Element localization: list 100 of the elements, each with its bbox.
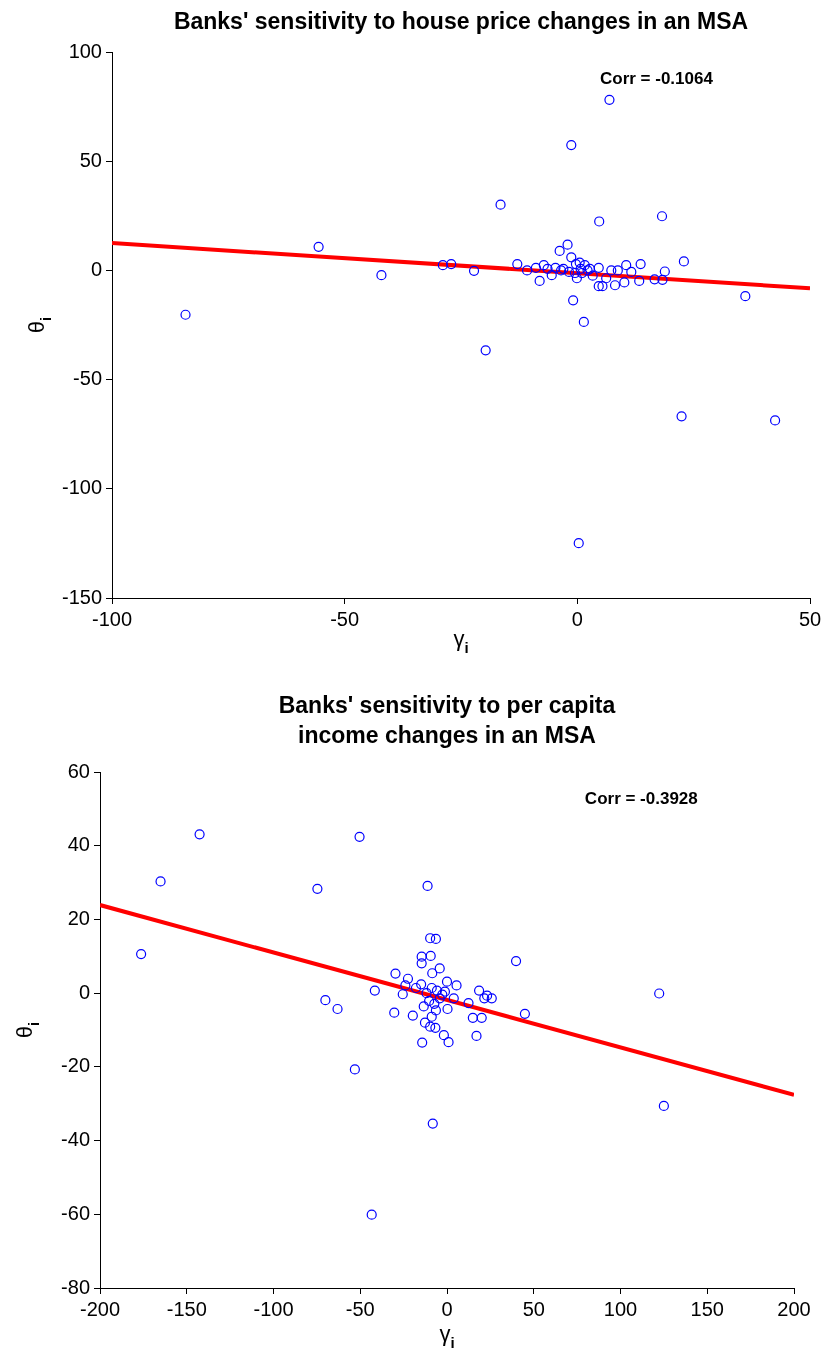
point [416,951,427,962]
point [422,880,433,891]
point [194,829,205,840]
x-tick-label: -150 [166,1297,207,1320]
point [463,997,474,1009]
x-tick-label: 50 [522,1297,545,1320]
y-tick-label: 40 [67,833,90,856]
y-tick-label: 0 [90,257,102,280]
point [425,1021,436,1032]
point [635,258,646,270]
point [534,275,545,286]
point [597,281,608,292]
x-tick-label: -50 [345,1297,375,1320]
x-tick-label: -200 [79,1297,121,1320]
point [427,968,438,979]
point [476,1012,487,1023]
point [538,260,549,271]
point [448,993,459,1004]
point [155,876,166,887]
point [546,270,557,281]
y-tick-label: -100 [61,476,102,499]
point [425,933,436,944]
point [366,1209,377,1220]
point [550,262,561,273]
point [376,270,387,281]
point [563,266,575,278]
point [659,266,670,277]
point [426,1011,437,1022]
point [542,263,553,274]
y-tick-label: 50 [79,148,102,171]
x-tick-label: -100 [253,1297,294,1320]
point [604,94,615,105]
point [434,993,445,1004]
point [312,883,323,894]
point [390,968,401,979]
y-tick-label: -50 [73,367,102,390]
point [416,958,427,969]
point [349,1064,360,1075]
x-tick-label: 0 [441,1297,453,1320]
point [634,275,645,286]
point [429,998,440,1009]
annotation: Corr = -0.1064 [599,68,714,88]
point [609,280,621,291]
point [180,309,191,320]
point [606,265,617,276]
annotation: Corr = -0.3928 [584,788,698,808]
point [397,989,408,1000]
y-tick-label: -150 [61,585,102,608]
point [568,295,579,306]
point [434,963,445,974]
point [510,955,522,967]
point [770,415,781,426]
point [562,239,573,250]
point [480,345,491,356]
point [579,260,590,271]
point [649,274,660,285]
point [495,199,506,210]
y-tick-label: 60 [67,759,90,782]
point [576,267,588,279]
point [619,277,630,288]
point [570,258,582,270]
point [676,411,687,422]
point [626,266,637,278]
point [594,216,605,227]
point [578,316,589,328]
point [421,988,432,999]
point [573,538,584,549]
point [486,993,497,1004]
point [437,260,448,271]
y-tick-label: -40 [61,1128,90,1151]
chart-title: Banks' sensitivity to per capita income changes in an MSA [277,691,617,750]
point [430,1022,441,1033]
point [654,988,665,999]
point [427,1118,438,1129]
x-tick-label: 50 [798,607,822,630]
point [417,1037,428,1048]
chart-title: Banks' sensitivity to house price changes in an MSA [172,7,750,36]
point [425,950,436,962]
point [678,256,689,267]
y-tick-label: 0 [78,980,90,1003]
point [441,976,453,987]
point [574,257,585,268]
point [313,241,324,252]
point [407,1010,418,1021]
y-tick-label: 20 [67,906,90,929]
point [587,270,598,281]
point [593,281,604,292]
point [519,1008,530,1019]
point [426,982,437,994]
point [332,1003,343,1015]
point [418,1001,429,1012]
point [467,1012,478,1023]
point [438,1030,449,1041]
point [369,985,380,996]
x-tick-label: -50 [330,607,360,630]
point [136,948,147,960]
point [354,831,365,842]
point [402,973,414,984]
point [575,263,586,274]
point [442,1003,453,1015]
